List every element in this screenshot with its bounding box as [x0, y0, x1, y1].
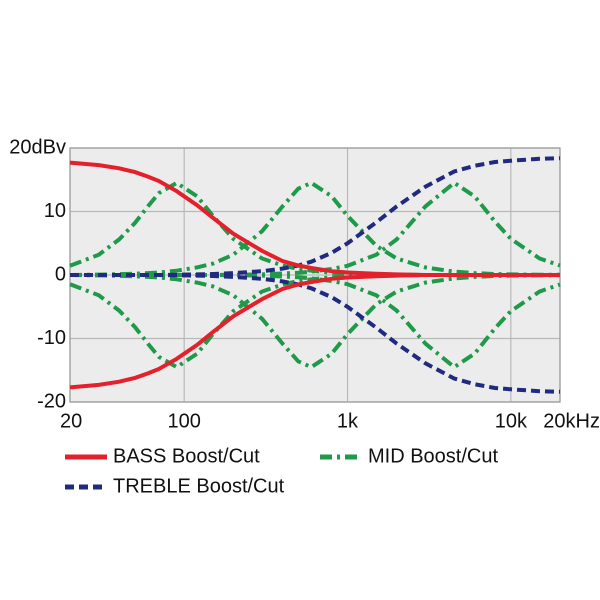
y-tick-label: 0 — [55, 263, 66, 285]
x-tick-label: 100 — [167, 410, 200, 432]
x-tick-label: 20 — [60, 410, 82, 432]
x-tick-label: 10k — [495, 410, 528, 432]
legend-label: BASS Boost/Cut — [113, 445, 260, 467]
y-tick-label: -10 — [37, 327, 66, 349]
x-tick-label: 20kHz — [543, 410, 600, 432]
x-tick-label: 1k — [337, 410, 359, 432]
curve — [69, 273, 560, 390]
legend-label: TREBLE Boost/Cut — [113, 475, 285, 497]
y-tick-label: 10 — [44, 200, 66, 222]
y-tick-label: 20dBv — [9, 136, 66, 158]
y-tick-label: -20 — [37, 390, 66, 412]
legend-label: MID Boost/Cut — [368, 445, 498, 467]
